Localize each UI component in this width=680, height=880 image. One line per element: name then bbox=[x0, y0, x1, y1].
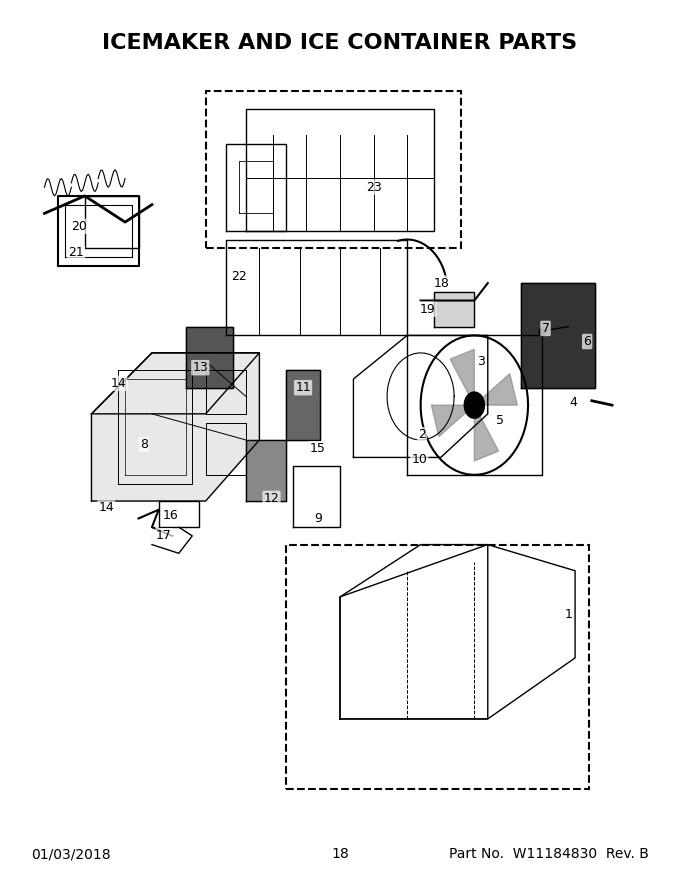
Text: 12: 12 bbox=[264, 492, 279, 505]
Polygon shape bbox=[92, 353, 259, 501]
Text: ICEMAKER AND ICE CONTAINER PARTS: ICEMAKER AND ICE CONTAINER PARTS bbox=[103, 33, 577, 54]
Text: Part No.  W11184830  Rev. B: Part No. W11184830 Rev. B bbox=[449, 847, 649, 861]
Text: 1: 1 bbox=[564, 608, 573, 620]
Text: 2: 2 bbox=[418, 429, 426, 441]
Text: 4: 4 bbox=[570, 396, 578, 409]
Text: 22: 22 bbox=[231, 269, 247, 282]
Text: 18: 18 bbox=[434, 276, 450, 290]
Text: 21: 21 bbox=[68, 246, 84, 259]
Text: 17: 17 bbox=[156, 530, 172, 542]
Text: 9: 9 bbox=[315, 512, 322, 525]
Text: 14: 14 bbox=[99, 502, 114, 515]
Text: 3: 3 bbox=[477, 355, 485, 368]
Text: 11: 11 bbox=[295, 381, 311, 394]
Polygon shape bbox=[475, 405, 498, 461]
Text: 20: 20 bbox=[71, 220, 87, 233]
Polygon shape bbox=[522, 283, 595, 388]
Text: 16: 16 bbox=[163, 510, 179, 523]
Text: 01/03/2018: 01/03/2018 bbox=[31, 847, 111, 861]
Text: 13: 13 bbox=[192, 361, 208, 374]
Text: 15: 15 bbox=[309, 443, 325, 455]
Polygon shape bbox=[450, 349, 475, 405]
Text: 23: 23 bbox=[366, 180, 381, 194]
Polygon shape bbox=[286, 370, 320, 440]
Polygon shape bbox=[186, 326, 233, 388]
Polygon shape bbox=[464, 392, 484, 418]
Text: 5: 5 bbox=[496, 414, 504, 428]
Polygon shape bbox=[246, 440, 286, 501]
Text: 7: 7 bbox=[541, 322, 549, 335]
Text: 8: 8 bbox=[140, 438, 148, 451]
Polygon shape bbox=[434, 292, 475, 326]
Text: 10: 10 bbox=[411, 452, 427, 466]
Polygon shape bbox=[431, 405, 475, 436]
Text: 18: 18 bbox=[331, 847, 349, 861]
Polygon shape bbox=[293, 466, 340, 527]
Polygon shape bbox=[475, 374, 517, 405]
Text: 6: 6 bbox=[583, 335, 591, 348]
Text: 14: 14 bbox=[110, 377, 126, 390]
Text: 19: 19 bbox=[420, 303, 435, 316]
